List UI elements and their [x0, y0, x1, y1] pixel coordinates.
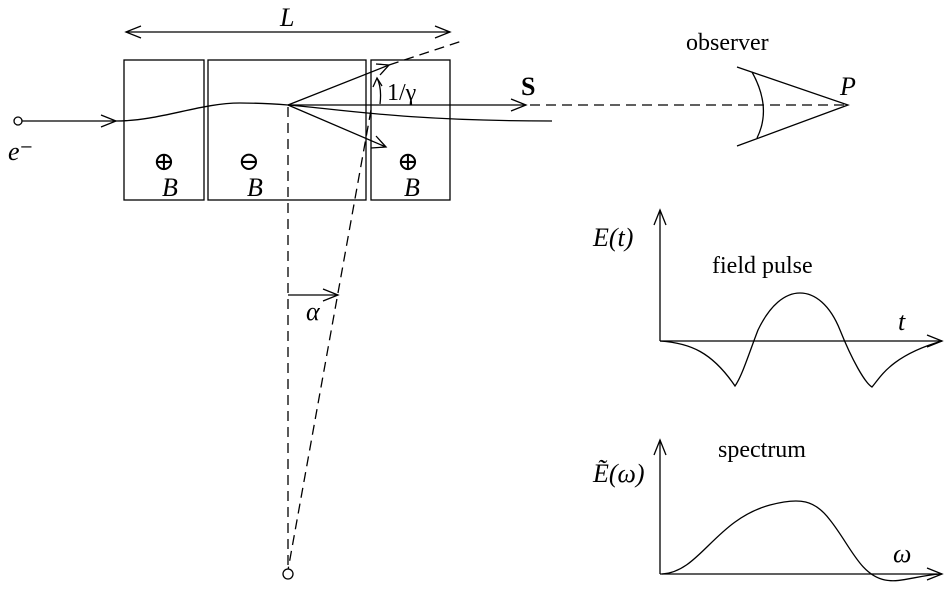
field-label-middle: B: [247, 173, 263, 202]
electron-arrow: [22, 114, 118, 128]
spectrum-axis-label: Ẽ(ω): [592, 459, 645, 488]
field-axis-label: E(t): [592, 223, 633, 252]
observer-label: observer: [686, 30, 769, 56]
magnet-box-right: [370, 59, 451, 201]
electron-trajectory: [115, 102, 553, 122]
radius-line-slanted: [287, 109, 372, 571]
field-label-left: B: [162, 173, 178, 202]
field-symbol-left: ⊕: [153, 147, 175, 176]
gamma-angle-label: 1/γ: [387, 80, 417, 106]
spectrum-caption: spectrum: [718, 437, 806, 463]
electron-source-circle: [13, 116, 23, 126]
time-axis-label: t: [898, 307, 906, 336]
freq-axis-label: ω: [893, 539, 911, 568]
field-symbol-right: ⊕: [397, 147, 419, 176]
observer-point-label: P: [839, 72, 856, 101]
field-pulse-x-axis: [660, 334, 944, 348]
field-label-right: B: [404, 173, 420, 202]
alpha-label: α: [306, 297, 321, 326]
field-symbol-middle: ⊖: [238, 147, 260, 176]
gamma-angle-arc: [372, 76, 383, 105]
poynting-label: S: [521, 72, 535, 101]
field-pulse-y-axis: [653, 208, 667, 341]
magnet-box-left: [123, 59, 205, 201]
electron-label: e⁻: [8, 137, 33, 166]
alpha-angle-arrow: [288, 288, 340, 302]
length-arrow: [124, 25, 452, 39]
spectrum-y-axis: [653, 438, 667, 574]
radiation-cone: [287, 39, 528, 149]
observer-eye: [736, 66, 850, 147]
curvature-center: [282, 568, 294, 580]
field-caption: field pulse: [712, 253, 813, 279]
field-pulse-curve: [659, 292, 943, 388]
spectrum-curve: [661, 500, 941, 582]
magnet-box-middle: [207, 59, 367, 201]
length-label: L: [279, 3, 294, 32]
spectrum-x-axis: [660, 567, 944, 581]
